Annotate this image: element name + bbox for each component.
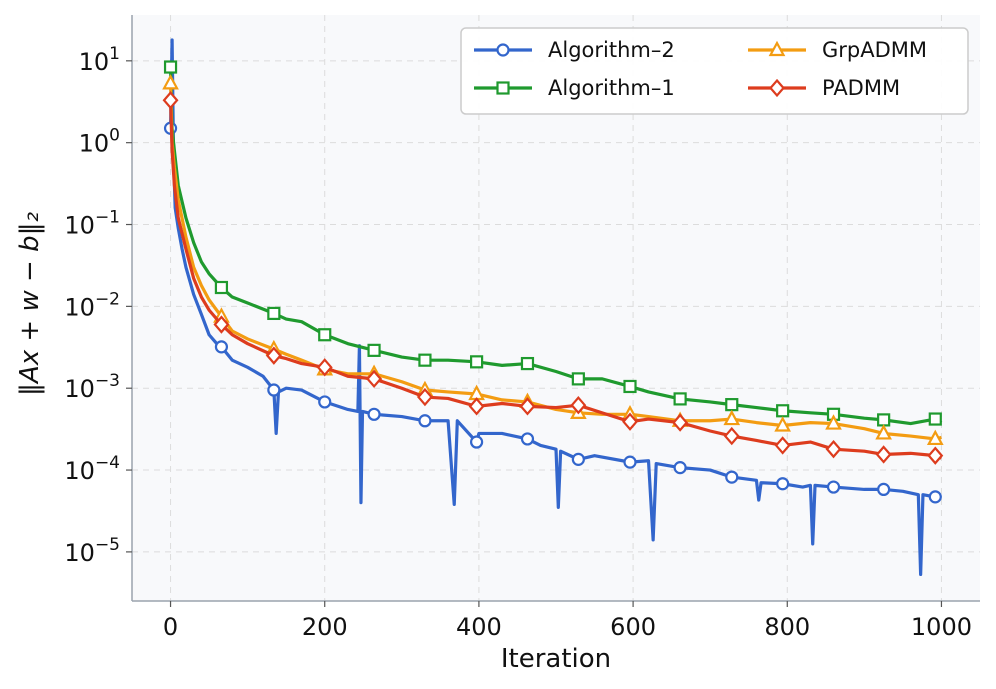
- data-point-marker: [213, 315, 230, 334]
- data-point-marker: [163, 60, 178, 74]
- legend-marker: [769, 78, 785, 98]
- legend-marker: [496, 43, 510, 57]
- x-tick-label: 1000: [911, 613, 972, 641]
- data-point-marker: [875, 445, 892, 464]
- data-point-marker: [673, 461, 687, 475]
- legend-label: PADMM: [822, 76, 900, 100]
- data-point-marker: [825, 439, 842, 459]
- data-point-marker: [267, 306, 281, 321]
- legend-label: Algorithm–1: [548, 76, 675, 100]
- data-point-marker: [776, 477, 790, 491]
- data-point-marker: [928, 412, 942, 426]
- legend: Algorithm–2 Algorithm–1 GrpADMM PADMM: [460, 27, 969, 115]
- tick-labels: 0 200 400 600 800 1000 101 100 10−1 10−2 10−3 10−4 1…: [64, 44, 972, 641]
- series-algorithm-2: [163, 38, 942, 577]
- legend-item: PADMM: [748, 76, 900, 100]
- data-point-marker: [468, 397, 485, 416]
- series-layer: [162, 38, 944, 577]
- data-point-marker: [672, 413, 689, 432]
- data-point-marker: [318, 395, 332, 409]
- data-point-marker: [418, 353, 432, 367]
- data-point-marker: [265, 346, 282, 365]
- data-point-marker: [367, 343, 381, 357]
- legend-marker: [496, 81, 510, 95]
- data-point-marker: [622, 412, 638, 431]
- data-point-marker: [927, 446, 944, 465]
- x-tick-label: 0: [163, 613, 178, 641]
- data-point-marker: [875, 424, 892, 440]
- data-point-marker: [877, 482, 891, 497]
- data-point-marker: [214, 340, 229, 354]
- data-point-marker: [316, 358, 333, 377]
- series-line: [168, 83, 942, 441]
- data-point-marker: [825, 414, 842, 430]
- data-point-marker: [162, 74, 179, 90]
- data-point-marker: [570, 396, 587, 415]
- data-point-marker: [623, 455, 637, 469]
- data-point-marker: [318, 328, 332, 342]
- data-point-marker: [367, 407, 381, 421]
- y-tick-label: 100: [79, 126, 120, 158]
- data-point-marker: [877, 413, 891, 427]
- data-point-marker: [673, 392, 687, 406]
- data-point-marker: [774, 416, 791, 432]
- axes: [131, 15, 980, 602]
- data-point-marker: [571, 372, 585, 386]
- y-tick-label: 10−3: [64, 371, 120, 403]
- data-point-marker: [214, 280, 229, 295]
- data-point-marker: [774, 436, 791, 455]
- data-point-marker: [926, 429, 944, 446]
- data-point-marker: [416, 387, 433, 407]
- legend-box: [460, 27, 969, 115]
- data-point-marker: [723, 409, 741, 426]
- series-line: [168, 100, 943, 460]
- data-point-marker: [469, 435, 484, 449]
- data-point-marker: [826, 480, 841, 494]
- legend-label: GrpADMM: [822, 38, 927, 62]
- x-tick-label: 200: [302, 613, 348, 641]
- y-tick-label: 10−4: [64, 453, 120, 485]
- data-point-marker: [571, 452, 585, 466]
- legend-item: Algorithm–2: [474, 38, 675, 62]
- y-tick-label: 10−2: [64, 289, 120, 321]
- data-point-marker: [520, 356, 535, 371]
- x-tick-label: 600: [610, 613, 656, 641]
- series-line: [168, 66, 943, 426]
- data-point-marker: [723, 426, 740, 446]
- data-point-marker: [725, 398, 739, 412]
- data-point-marker: [725, 470, 739, 484]
- y-tick-label: 10−1: [64, 208, 120, 240]
- data-point-marker: [469, 355, 484, 369]
- data-point-marker: [162, 91, 179, 110]
- legend-label: Algorithm–2: [548, 38, 675, 62]
- data-point-marker: [776, 404, 790, 418]
- data-point-marker: [623, 379, 637, 394]
- data-point-marker: [928, 490, 942, 504]
- y-axis-label: ‖Ax + w − b‖₂: [15, 212, 45, 396]
- data-point-marker: [520, 432, 535, 446]
- x-tick-label: 400: [456, 613, 502, 641]
- data-point-marker: [267, 383, 281, 397]
- data-point-marker: [418, 414, 432, 428]
- legend-item: GrpADMM: [748, 38, 927, 62]
- data-point-marker: [366, 369, 383, 389]
- series-padmm: [162, 91, 944, 465]
- legend-marker: [768, 40, 786, 57]
- legend-item: Algorithm–1: [474, 76, 675, 100]
- x-tick-label: 800: [764, 613, 810, 641]
- y-tick-label: 10−5: [64, 535, 120, 567]
- x-axis-label: Iteration: [501, 644, 611, 674]
- y-tick-label: 101: [79, 44, 120, 76]
- data-point-marker: [519, 397, 536, 416]
